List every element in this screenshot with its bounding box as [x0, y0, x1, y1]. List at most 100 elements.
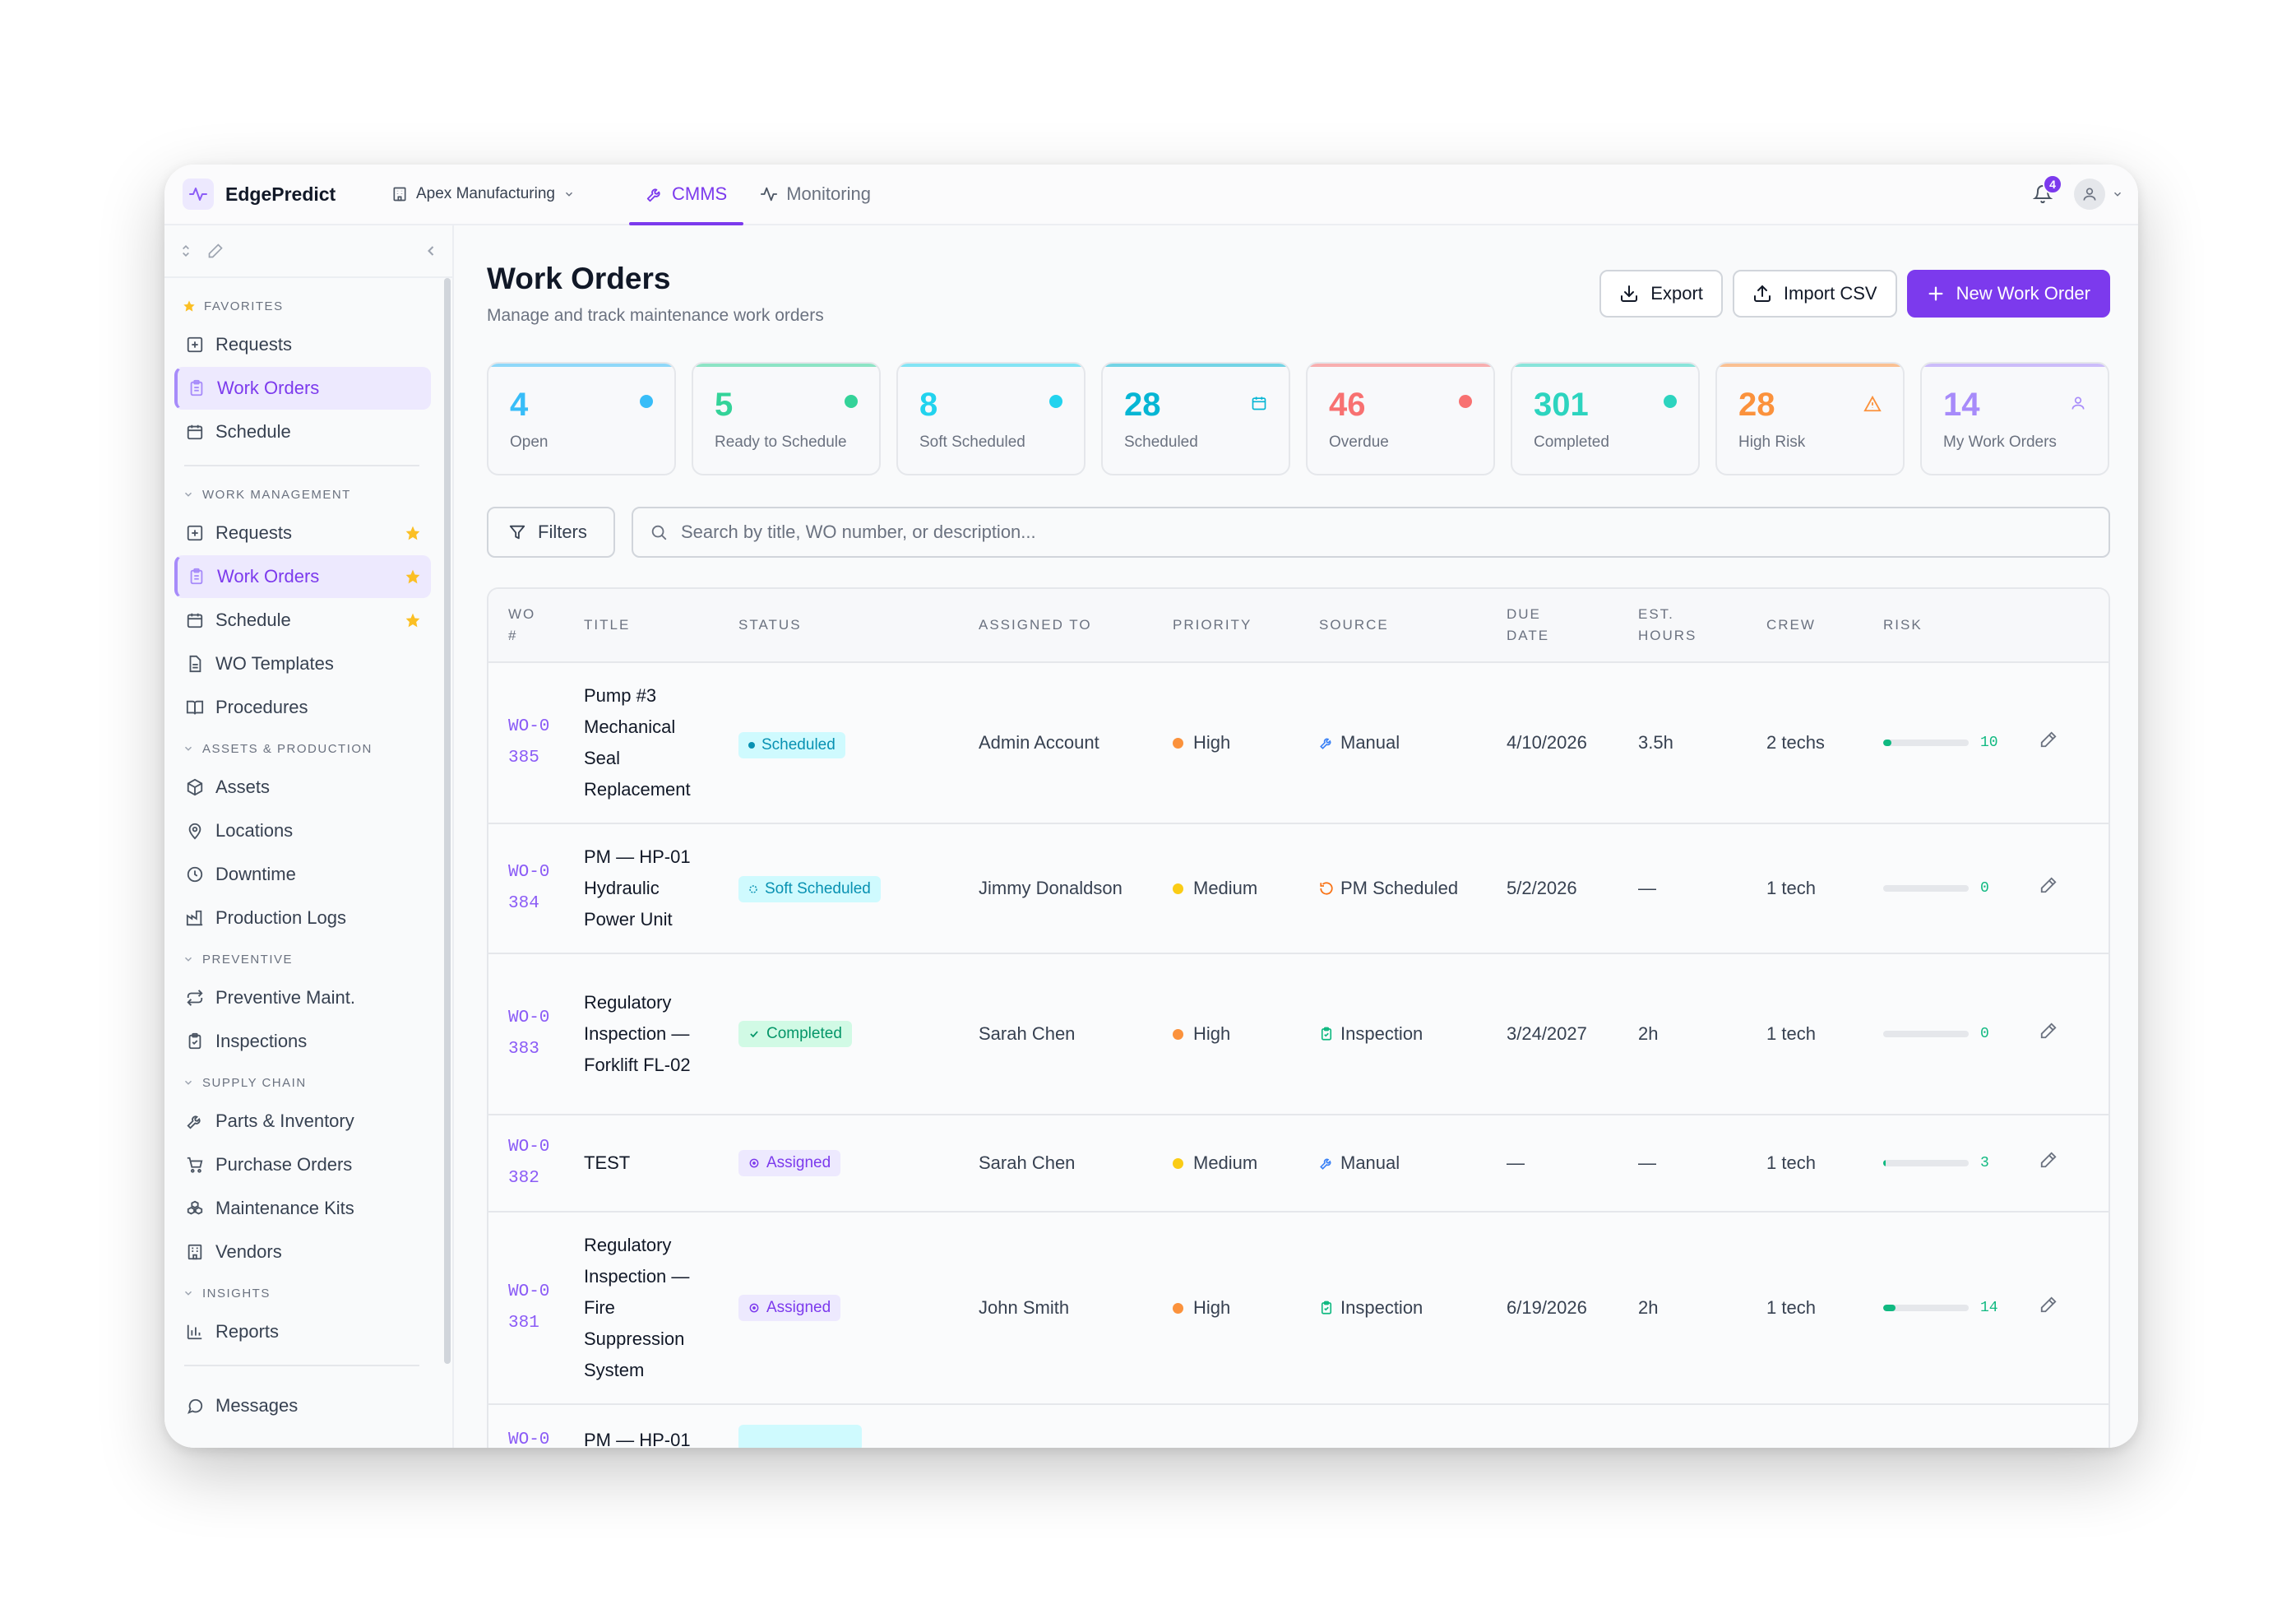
- edit-pencil-icon[interactable]: [2039, 1022, 2058, 1040]
- status-badge: Scheduled: [738, 732, 845, 758]
- sidebar-item-assets[interactable]: Assets: [174, 766, 431, 809]
- stat-card-scheduled[interactable]: 28 Scheduled: [1101, 362, 1290, 475]
- cell-due-date: —: [1507, 1152, 1525, 1173]
- app-window: EdgePredict Apex Manufacturing CMMS Moni…: [164, 165, 2138, 1448]
- wo-number-link[interactable]: WO-0380: [508, 1430, 550, 1448]
- export-button[interactable]: Export: [1599, 270, 1723, 318]
- sidebar-item-preventive-maint[interactable]: Preventive Maint.: [174, 976, 431, 1019]
- wo-number-link[interactable]: WO-0383: [508, 1009, 550, 1059]
- col-wo[interactable]: WO #: [508, 606, 536, 643]
- sidebar-item-work-orders[interactable]: Work Orders: [174, 555, 431, 598]
- table-row[interactable]: WO-0380 PM — HP-01: [488, 1405, 2109, 1448]
- sidebar-item-vendors[interactable]: Vendors: [174, 1231, 431, 1273]
- chevrons-up-down-icon[interactable]: [178, 243, 194, 259]
- col-hours[interactable]: EST. HOURS: [1638, 606, 1697, 643]
- new-work-order-button[interactable]: New Work Order: [1906, 270, 2110, 318]
- edit-pencil-icon[interactable]: [2039, 876, 2058, 894]
- edit-pencil-icon[interactable]: [2039, 730, 2058, 749]
- notifications-button[interactable]: 4: [2026, 174, 2062, 211]
- col-assigned[interactable]: ASSIGNED TO: [979, 617, 1092, 633]
- chevron-down-icon: [184, 957, 192, 962]
- section-insights[interactable]: INSIGHTS: [164, 1277, 439, 1310]
- cell-edit: [2039, 1292, 2072, 1324]
- sidebar-item-production-logs[interactable]: Production Logs: [174, 897, 431, 939]
- sidebar-fav-schedule[interactable]: Schedule: [174, 410, 431, 453]
- stat-card-completed[interactable]: 301 Completed: [1511, 362, 1700, 475]
- sidebar-fav-requests[interactable]: Requests: [174, 323, 431, 366]
- stat-card-overdue[interactable]: 46 Overdue: [1306, 362, 1495, 475]
- risk-value: 0: [1980, 880, 1989, 897]
- col-status[interactable]: STATUS: [738, 617, 802, 633]
- sidebar-item-purchase-orders[interactable]: Purchase Orders: [174, 1143, 431, 1186]
- stat-label: Ready to Schedule: [715, 434, 847, 451]
- col-due[interactable]: DUE DATE: [1507, 606, 1550, 643]
- table-row[interactable]: WO-0381 Regulatory Inspection — Fire Sup…: [488, 1213, 2109, 1405]
- main-content: Work Orders Manage and track maintenance…: [454, 225, 2138, 1448]
- wo-number-link[interactable]: WO-0385: [508, 717, 550, 767]
- table-row[interactable]: WO-0383 Regulatory Inspection — Forklift…: [488, 954, 2109, 1115]
- section-preventive[interactable]: PREVENTIVE: [164, 943, 439, 976]
- tab-monitoring[interactable]: Monitoring: [743, 165, 887, 225]
- star-icon[interactable]: [405, 525, 421, 541]
- table-row[interactable]: WO-0382 TEST Assigned Sarah Chen Medium …: [488, 1115, 2109, 1213]
- cell-status: Assigned: [738, 1148, 979, 1179]
- sidebar-item-downtime[interactable]: Downtime: [174, 853, 431, 896]
- clipboard-icon: [190, 568, 203, 585]
- edit-pencil-icon[interactable]: [2039, 1296, 2058, 1314]
- org-name: Apex Manufacturing: [416, 185, 555, 202]
- cell-wo: WO-0383: [488, 1003, 584, 1065]
- sidebar-item-maintenance-kits[interactable]: Maintenance Kits: [174, 1187, 431, 1230]
- col-priority[interactable]: PRIORITY: [1173, 617, 1252, 633]
- sidebar-item-schedule[interactable]: Schedule: [174, 599, 431, 642]
- col-crew[interactable]: CREW: [1766, 617, 1816, 633]
- sidebar-scrollbar[interactable]: [444, 278, 451, 1364]
- factory-icon: [186, 910, 203, 926]
- section-supply-chain[interactable]: SUPPLY CHAIN: [164, 1066, 439, 1099]
- sidebar-item-reports[interactable]: Reports: [174, 1310, 431, 1353]
- sidebar-item-inspections[interactable]: Inspections: [174, 1020, 431, 1063]
- import-csv-button[interactable]: Import CSV: [1732, 270, 1897, 318]
- sidebar-item-messages[interactable]: Messages: [174, 1384, 437, 1427]
- star-icon[interactable]: [405, 568, 421, 585]
- filters-button[interactable]: Filters: [487, 507, 615, 558]
- chevron-down-icon[interactable]: [2112, 188, 2123, 200]
- wo-number-link[interactable]: WO-0382: [508, 1138, 550, 1188]
- col-title[interactable]: TITLE: [584, 617, 631, 633]
- edit-pencil-icon[interactable]: [2039, 1151, 2058, 1169]
- stat-card-high-risk[interactable]: 28 High Risk: [1715, 362, 1905, 475]
- sidebar-item-procedures[interactable]: Procedures: [174, 686, 431, 729]
- org-switcher[interactable]: Apex Manufacturing: [391, 185, 583, 203]
- tab-cmms[interactable]: CMMS: [629, 165, 744, 225]
- risk-track: [1883, 1031, 1969, 1037]
- col-risk[interactable]: RISK: [1883, 617, 1923, 633]
- sidebar-item-requests[interactable]: Requests: [174, 512, 431, 554]
- section-work-management[interactable]: WORK MANAGEMENT: [164, 478, 439, 511]
- stat-card-my-work-orders[interactable]: 14 My Work Orders: [1920, 362, 2109, 475]
- star-icon[interactable]: [405, 612, 421, 628]
- cell-status: Completed: [738, 1018, 979, 1050]
- wo-number-link[interactable]: WO-0384: [508, 863, 550, 913]
- wrench-icon: [187, 1115, 201, 1129]
- search-input[interactable]: [681, 522, 2109, 543]
- plus-icon: [1928, 286, 1943, 301]
- cell-priority: Medium: [1173, 873, 1319, 904]
- sidebar-fav-work-orders[interactable]: Work Orders: [174, 367, 431, 410]
- sidebar-item-wo-templates[interactable]: WO Templates: [174, 642, 431, 685]
- section-assets[interactable]: ASSETS & PRODUCTION: [164, 732, 439, 765]
- cell-assigned: John Smith: [979, 1297, 1070, 1318]
- chevron-left-icon[interactable]: [423, 243, 439, 259]
- stat-card-soft-scheduled[interactable]: 8 Soft Scheduled: [896, 362, 1086, 475]
- stat-card-open[interactable]: 4 Open: [487, 362, 676, 475]
- pencil-icon[interactable]: [207, 243, 224, 259]
- search-box[interactable]: [632, 507, 2110, 558]
- sidebar-divider: [184, 465, 419, 466]
- brand[interactable]: EdgePredict: [183, 179, 372, 210]
- sidebar-item-locations[interactable]: Locations: [174, 809, 431, 852]
- table-row[interactable]: WO-0384 PM — HP-01 Hydraulic Power Unit …: [488, 824, 2109, 954]
- stat-card-ready-to-schedule[interactable]: 5 Ready to Schedule: [692, 362, 881, 475]
- wo-number-link[interactable]: WO-0381: [508, 1282, 550, 1333]
- user-avatar[interactable]: [2074, 179, 2105, 210]
- table-row[interactable]: WO-0385 Pump #3 Mechanical Seal Replacem…: [488, 663, 2109, 824]
- col-source[interactable]: SOURCE: [1319, 617, 1389, 633]
- sidebar-item-parts-inventory[interactable]: Parts & Inventory: [174, 1100, 431, 1143]
